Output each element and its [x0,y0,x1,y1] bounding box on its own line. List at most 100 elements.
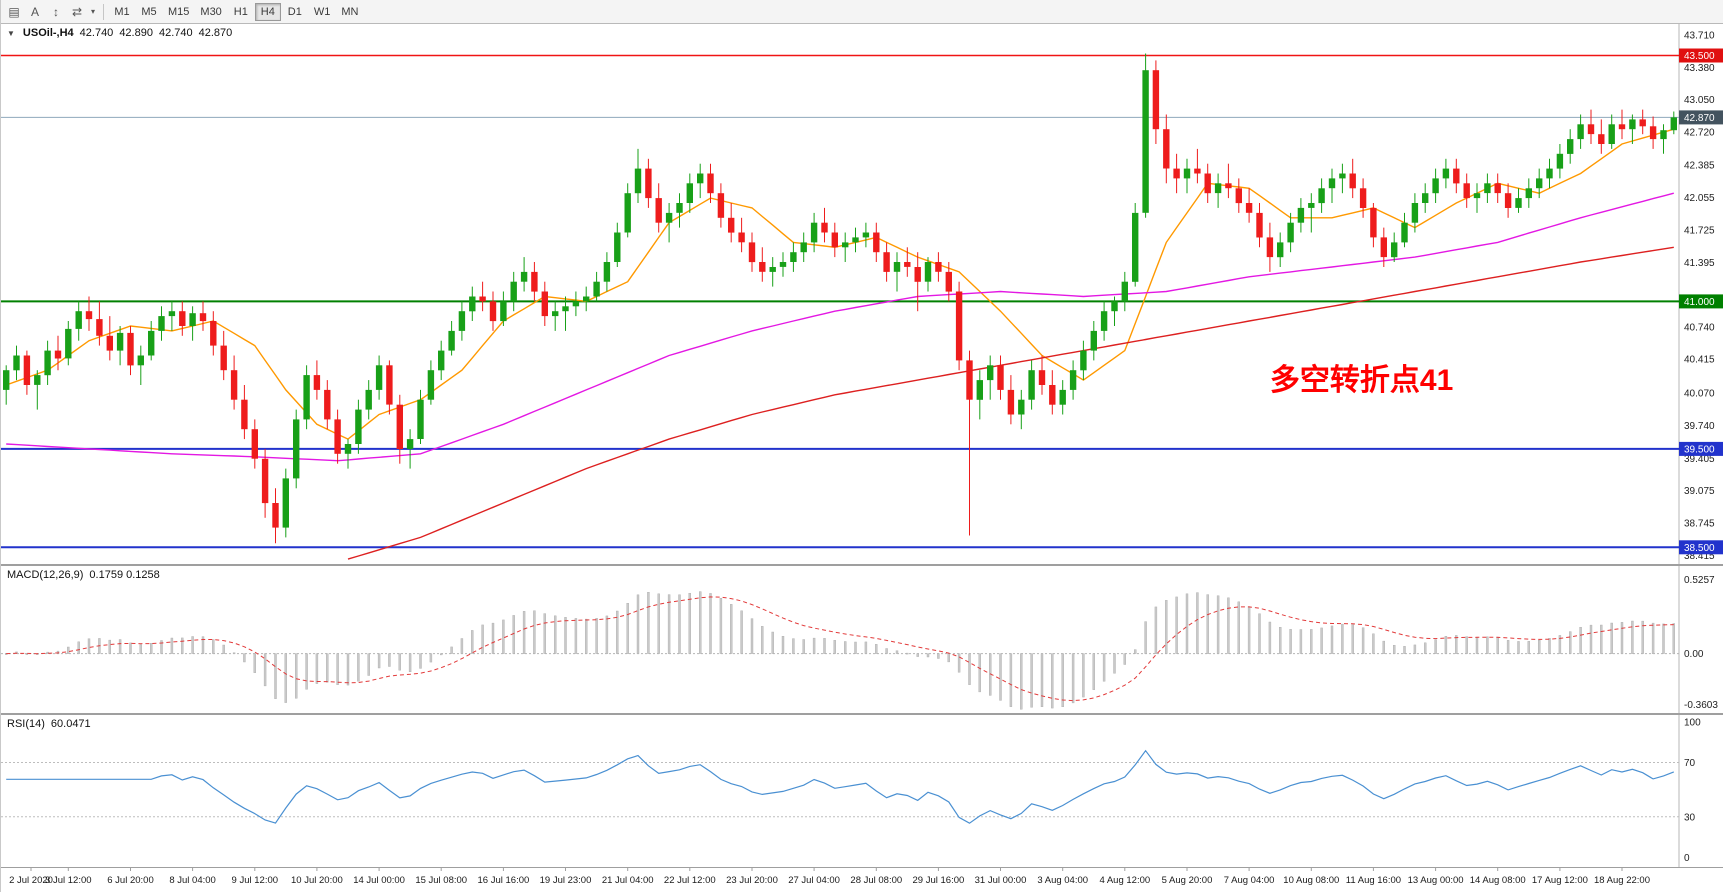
ma-slow-red [347,246,1674,560]
time-label: 29 Jul 16:00 [913,875,965,886]
timeframe-button-H1[interactable]: H1 [233,5,248,18]
rsi-line [6,749,1675,824]
symbol-header: ▼ USOil-,H4 42.740 42.890 42.740 42.870 [7,27,233,39]
time-label: 17 Aug 12:00 [1532,875,1588,886]
time-label: 23 Jul 20:00 [726,875,778,886]
timeframe-button-D1[interactable]: D1 [287,5,302,18]
time-label: 8 Jul 04:00 [169,875,215,886]
svg-text:40.740: 40.740 [1684,323,1715,334]
high-value: 42.890 [119,27,153,39]
time-label: 27 Jul 04:00 [788,875,840,886]
timeframe-button-M5[interactable]: M5 [141,5,157,18]
svg-text:0.00: 0.00 [1684,649,1704,660]
rsi-axis[interactable]: 100 70 30 0 [1684,717,1701,864]
time-label: 11 Aug 16:00 [1346,875,1401,886]
svg-text:38.745: 38.745 [1684,519,1715,530]
rsi-canvas[interactable]: 100 70 30 0 [1,715,1723,867]
time-label: 15 Jul 08:00 [415,875,467,886]
auto-scroll-icon[interactable]: ⇄ [71,4,83,19]
time-label: 21 Jul 04:00 [602,875,654,886]
chart-window-icon[interactable]: ▤ [8,4,20,19]
svg-text:43.710: 43.710 [1684,30,1715,41]
time-label: 4 Aug 12:00 [1099,875,1150,886]
rsi-values: 60.0471 [50,718,91,730]
main-chart-canvas[interactable]: 多空转折点41 43.710 43.380 43.050 42.720 42.385 42.… [1,24,1723,564]
svg-text:42.720: 42.720 [1684,128,1715,139]
time-label: 3 Jul 12:00 [45,875,91,886]
svg-text:0.5257: 0.5257 [1684,575,1715,586]
svg-text:43.050: 43.050 [1684,95,1715,106]
time-label: 10 Jul 20:00 [291,875,343,886]
svg-text:41.000: 41.000 [1684,297,1715,308]
macd-histogram [4,591,1676,710]
panel-separator[interactable] [1,713,1723,715]
time-label: 28 Jul 08:00 [850,875,902,886]
scale-icon[interactable]: ↕ [53,4,59,19]
price-badge-42.870 [1679,110,1723,125]
time-label: 2 Jul 2020 [9,875,53,886]
macd-header: MACD(12,26,9) 0.1759 0.1258 [7,569,160,581]
time-label: 22 Jul 12:00 [664,875,716,886]
svg-text:0: 0 [1684,853,1690,864]
caret-down-icon[interactable]: ▾ [90,7,95,16]
timeframe-button-M30[interactable]: M30 [200,5,222,18]
svg-text:41.725: 41.725 [1684,226,1715,237]
time-label: 3 Aug 04:00 [1037,875,1088,886]
svg-text:40.415: 40.415 [1684,354,1715,365]
timeframe-button-M1[interactable]: M1 [114,5,130,18]
svg-text:39.405: 39.405 [1684,454,1715,465]
macd-canvas[interactable]: 0.5257 0.00 -0.3603 [1,566,1723,713]
time-label: 31 Jul 00:00 [975,875,1027,886]
svg-text:30: 30 [1684,812,1696,823]
macd-signal-line [6,596,1674,702]
price-badge-43.500 [1679,48,1723,63]
macd-panel: MACD(12,26,9) 0.1759 0.1258 0.5257 0.00 -0… [1,566,1723,713]
time-label: 9 Jul 12:00 [232,875,278,886]
price-axis[interactable]: 43.710 43.380 43.050 42.720 42.385 42.055 41.7… [1679,30,1723,562]
chart-toolbar: ▤ A ↕ ⇄ ▾ M1 M5 M15 M30 H1 H4 D1 W1 MN [1,0,1723,24]
svg-text:43.380: 43.380 [1684,63,1715,74]
timeframe-button-M15[interactable]: M15 [168,5,190,18]
svg-text:70: 70 [1684,758,1696,769]
time-axis[interactable]: 2 Jul 2020 3 Jul 12:00 6 Jul 20:00 8 Jul 04… [1,867,1723,892]
price-badge-41.000 [1679,294,1723,309]
rsi-title: RSI(14) [7,718,45,730]
ma-mid-magenta [6,192,1674,462]
close-value: 42.870 [198,27,233,39]
rsi-panel: RSI(14) 60.0471 100 70 30 0 [1,715,1723,867]
svg-text:40.070: 40.070 [1684,388,1715,399]
time-label: 6 Jul 20:00 [107,875,153,886]
time-label: 14 Aug 08:00 [1470,875,1526,886]
panel-separator[interactable] [1,564,1723,566]
time-label: 14 Jul 00:00 [353,875,405,886]
svg-text:42.870: 42.870 [1684,113,1715,124]
svg-text:39.740: 39.740 [1684,421,1715,432]
timeframe-button-H4[interactable]: H4 [254,2,281,21]
svg-text:43.500: 43.500 [1684,51,1715,62]
toolbar-separator [103,3,104,20]
annotation-text[interactable]: 多空转折点41 [1270,364,1453,397]
collapse-ohlc-icon[interactable]: ▼ [7,29,15,38]
time-label: 18 Aug 22:00 [1594,875,1650,886]
text-annotation-icon[interactable]: A [30,4,39,19]
time-label: 16 Jul 16:00 [478,875,530,886]
svg-text:38.415: 38.415 [1684,551,1715,562]
time-label: 13 Aug 00:00 [1408,875,1464,886]
timeframe-button-W1[interactable]: W1 [313,5,331,18]
svg-text:100: 100 [1684,717,1701,728]
timeframe-button-MN[interactable]: MN [341,5,359,18]
horizontal-lines [1,54,1679,549]
macd-title: MACD(12,26,9) [7,569,84,581]
moving-averages [5,128,1674,560]
svg-text:39.500: 39.500 [1684,444,1715,455]
macd-values: 0.1759 0.1258 [89,569,160,581]
macd-axis[interactable]: 0.5257 0.00 -0.3603 [1684,575,1718,711]
rsi-header: RSI(14) 60.0471 [7,718,91,730]
svg-text:-0.3603: -0.3603 [1684,700,1718,711]
open-value: 42.740 [79,27,114,39]
svg-text:41.395: 41.395 [1684,258,1715,269]
time-label: 7 Aug 04:00 [1224,875,1275,886]
svg-text:38.500: 38.500 [1684,543,1715,554]
